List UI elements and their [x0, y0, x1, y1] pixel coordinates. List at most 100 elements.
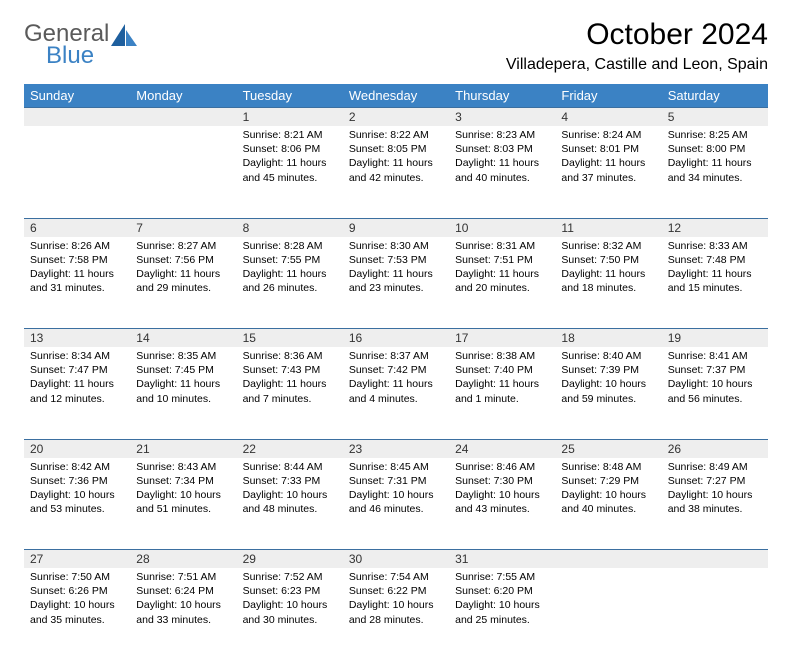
sunset-text: Sunset: 7:47 PM — [30, 363, 124, 377]
daylight-line1: Daylight: 10 hours — [561, 377, 655, 391]
sunset-text: Sunset: 7:51 PM — [455, 253, 549, 267]
calendar-table: SundayMondayTuesdayWednesdayThursdayFrid… — [24, 84, 768, 660]
day-number: 17 — [449, 329, 555, 348]
daylight-line2: and 1 minute. — [455, 392, 549, 406]
daylight-line2: and 18 minutes. — [561, 281, 655, 295]
day-cell: Sunrise: 8:34 AMSunset: 7:47 PMDaylight:… — [24, 347, 130, 439]
sunrise-text: Sunrise: 8:40 AM — [561, 349, 655, 363]
sunset-text: Sunset: 7:39 PM — [561, 363, 655, 377]
day-content-row: Sunrise: 8:42 AMSunset: 7:36 PMDaylight:… — [24, 458, 768, 550]
day-number: 19 — [662, 329, 768, 348]
title-block: October 2024 Villadepera, Castille and L… — [506, 18, 768, 74]
day-cell: Sunrise: 8:31 AMSunset: 7:51 PMDaylight:… — [449, 237, 555, 329]
day-number-row: 20212223242526 — [24, 439, 768, 458]
daylight-line2: and 38 minutes. — [668, 502, 762, 516]
day-number: 3 — [449, 108, 555, 127]
sunrise-text: Sunrise: 8:36 AM — [243, 349, 337, 363]
daylight-line2: and 7 minutes. — [243, 392, 337, 406]
day-cell: Sunrise: 8:30 AMSunset: 7:53 PMDaylight:… — [343, 237, 449, 329]
day-number: 13 — [24, 329, 130, 348]
weekday-header: Tuesday — [237, 84, 343, 108]
day-number-empty — [130, 108, 236, 127]
daylight-line2: and 29 minutes. — [136, 281, 230, 295]
sunrise-text: Sunrise: 8:49 AM — [668, 460, 762, 474]
daylight-line1: Daylight: 11 hours — [243, 156, 337, 170]
daylight-line1: Daylight: 10 hours — [243, 488, 337, 502]
daylight-line1: Daylight: 11 hours — [30, 267, 124, 281]
day-number: 15 — [237, 329, 343, 348]
sunset-text: Sunset: 6:22 PM — [349, 584, 443, 598]
daylight-line2: and 23 minutes. — [349, 281, 443, 295]
sunrise-text: Sunrise: 8:33 AM — [668, 239, 762, 253]
day-number: 26 — [662, 439, 768, 458]
sunrise-text: Sunrise: 8:48 AM — [561, 460, 655, 474]
daylight-line2: and 40 minutes. — [561, 502, 655, 516]
day-cell: Sunrise: 8:25 AMSunset: 8:00 PMDaylight:… — [662, 126, 768, 218]
sunset-text: Sunset: 8:05 PM — [349, 142, 443, 156]
day-number: 21 — [130, 439, 236, 458]
day-cell: Sunrise: 7:50 AMSunset: 6:26 PMDaylight:… — [24, 568, 130, 660]
sunrise-text: Sunrise: 8:35 AM — [136, 349, 230, 363]
sunset-text: Sunset: 6:23 PM — [243, 584, 337, 598]
daylight-line2: and 30 minutes. — [243, 613, 337, 627]
daylight-line1: Daylight: 10 hours — [136, 598, 230, 612]
day-cell: Sunrise: 8:37 AMSunset: 7:42 PMDaylight:… — [343, 347, 449, 439]
day-number: 27 — [24, 550, 130, 569]
daylight-line2: and 45 minutes. — [243, 171, 337, 185]
day-cell: Sunrise: 7:55 AMSunset: 6:20 PMDaylight:… — [449, 568, 555, 660]
daylight-line2: and 31 minutes. — [30, 281, 124, 295]
day-number: 24 — [449, 439, 555, 458]
sunset-text: Sunset: 7:34 PM — [136, 474, 230, 488]
daylight-line1: Daylight: 11 hours — [349, 377, 443, 391]
daylight-line1: Daylight: 10 hours — [561, 488, 655, 502]
weekday-header: Sunday — [24, 84, 130, 108]
daylight-line2: and 33 minutes. — [136, 613, 230, 627]
sunset-text: Sunset: 8:06 PM — [243, 142, 337, 156]
daylight-line2: and 20 minutes. — [455, 281, 549, 295]
day-cell: Sunrise: 8:27 AMSunset: 7:56 PMDaylight:… — [130, 237, 236, 329]
daylight-line2: and 42 minutes. — [349, 171, 443, 185]
day-cell: Sunrise: 8:24 AMSunset: 8:01 PMDaylight:… — [555, 126, 661, 218]
daylight-line2: and 4 minutes. — [349, 392, 443, 406]
daylight-line2: and 25 minutes. — [455, 613, 549, 627]
sunrise-text: Sunrise: 8:37 AM — [349, 349, 443, 363]
daylight-line1: Daylight: 11 hours — [136, 377, 230, 391]
daylight-line1: Daylight: 11 hours — [349, 156, 443, 170]
daylight-line1: Daylight: 11 hours — [243, 377, 337, 391]
day-number-row: 6789101112 — [24, 218, 768, 237]
sunset-text: Sunset: 6:24 PM — [136, 584, 230, 598]
sunset-text: Sunset: 7:56 PM — [136, 253, 230, 267]
day-number-empty — [24, 108, 130, 127]
daylight-line1: Daylight: 10 hours — [30, 598, 124, 612]
day-number-empty — [662, 550, 768, 569]
weekday-header: Friday — [555, 84, 661, 108]
day-number: 10 — [449, 218, 555, 237]
day-number: 25 — [555, 439, 661, 458]
daylight-line1: Daylight: 10 hours — [243, 598, 337, 612]
sunrise-text: Sunrise: 7:52 AM — [243, 570, 337, 584]
day-cell-empty — [130, 126, 236, 218]
day-cell: Sunrise: 7:51 AMSunset: 6:24 PMDaylight:… — [130, 568, 236, 660]
daylight-line2: and 28 minutes. — [349, 613, 443, 627]
weekday-header: Saturday — [662, 84, 768, 108]
sunset-text: Sunset: 7:53 PM — [349, 253, 443, 267]
sunrise-text: Sunrise: 8:42 AM — [30, 460, 124, 474]
sunset-text: Sunset: 8:03 PM — [455, 142, 549, 156]
day-cell: Sunrise: 8:36 AMSunset: 7:43 PMDaylight:… — [237, 347, 343, 439]
daylight-line1: Daylight: 10 hours — [349, 598, 443, 612]
sunrise-text: Sunrise: 8:28 AM — [243, 239, 337, 253]
day-number: 18 — [555, 329, 661, 348]
logo-text: General Blue — [24, 22, 109, 68]
daylight-line1: Daylight: 11 hours — [668, 156, 762, 170]
day-cell: Sunrise: 8:41 AMSunset: 7:37 PMDaylight:… — [662, 347, 768, 439]
sunset-text: Sunset: 7:55 PM — [243, 253, 337, 267]
daylight-line1: Daylight: 10 hours — [455, 598, 549, 612]
day-content-row: Sunrise: 8:34 AMSunset: 7:47 PMDaylight:… — [24, 347, 768, 439]
month-title: October 2024 — [506, 18, 768, 52]
daylight-line2: and 40 minutes. — [455, 171, 549, 185]
day-cell: Sunrise: 8:35 AMSunset: 7:45 PMDaylight:… — [130, 347, 236, 439]
sunrise-text: Sunrise: 8:24 AM — [561, 128, 655, 142]
day-cell: Sunrise: 8:43 AMSunset: 7:34 PMDaylight:… — [130, 458, 236, 550]
daylight-line2: and 35 minutes. — [30, 613, 124, 627]
day-number: 2 — [343, 108, 449, 127]
